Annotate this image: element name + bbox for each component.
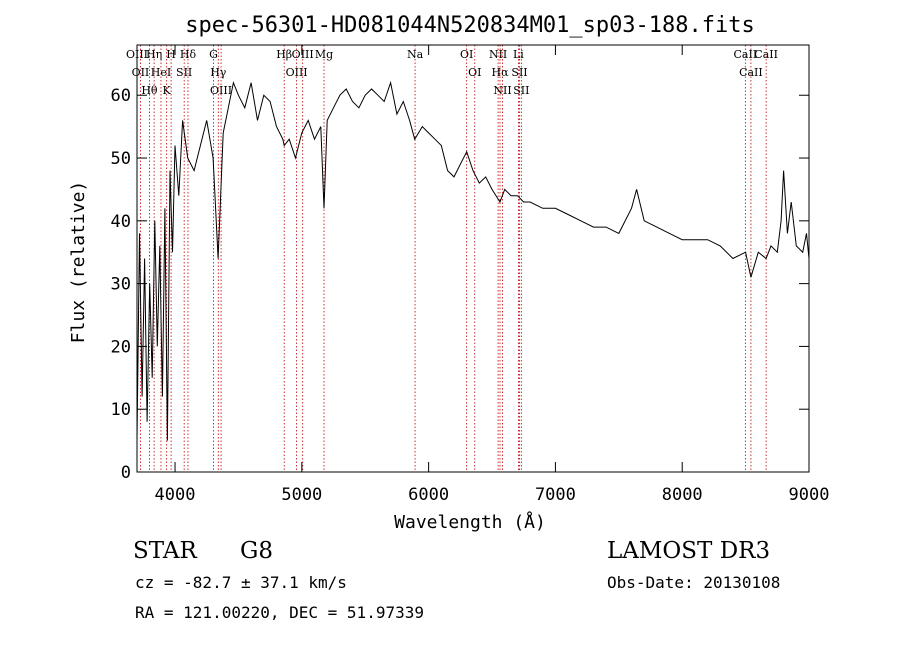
spectral-line-label: NII <box>489 48 507 61</box>
object-class: STAR <box>133 538 197 564</box>
survey-name: LAMOST DR3 <box>607 538 771 564</box>
spectral-line-label: Hδ <box>180 48 197 61</box>
redshift-value: cz = -82.7 ± 37.1 km/s <box>135 573 347 592</box>
spectral-line-label: OIII <box>210 84 232 97</box>
spectral-line-label: OI <box>468 66 481 79</box>
y-axis-ticks: 0 10 20 30 40 50 60 <box>111 86 809 483</box>
spectral-line-label: Li <box>513 48 524 61</box>
spectral-line-label: SII <box>176 66 192 79</box>
spectral-line-label: Na <box>407 48 424 61</box>
x-tick-label: 5000 <box>281 485 322 505</box>
x-axis-ticks: 4000 5000 6000 7000 8000 9000 <box>155 45 830 505</box>
y-tick-label: 50 <box>111 149 131 169</box>
spectral-line-label: Hγ <box>210 66 227 79</box>
ra-dec-coordinates: RA = 121.00220, DEC = 51.97339 <box>135 603 424 622</box>
spectral-line-markers <box>136 45 767 472</box>
spectral-line-label: K <box>163 84 172 97</box>
spectral-line-label: NII <box>493 84 511 97</box>
spectral-line-label: Hα <box>491 66 509 79</box>
object-subclass: G8 <box>240 538 274 564</box>
plot-frame <box>136 44 810 473</box>
spectral-line-label: Mg <box>315 48 333 61</box>
x-tick-label: 6000 <box>408 485 449 505</box>
x-tick-label: 4000 <box>155 485 196 505</box>
x-axis-label: Wavelength (Å) <box>394 511 546 533</box>
spectral-line-label: OI <box>460 48 473 61</box>
y-tick-label: 40 <box>111 212 131 232</box>
spectral-line-label: SII <box>513 84 529 97</box>
observation-date: Obs-Date: 20130108 <box>607 573 781 592</box>
y-tick-label: 20 <box>111 337 131 357</box>
spectral-line-label: OIII <box>286 66 308 79</box>
spectral-line-label: Hβ <box>276 48 292 61</box>
y-tick-label: 0 <box>121 463 131 483</box>
y-tick-label: 30 <box>111 275 131 295</box>
spectral-line-label: G <box>209 48 218 61</box>
spectral-line-label: CaII <box>739 66 763 79</box>
x-tick-label: 7000 <box>535 485 576 505</box>
spectral-line-label: CaII <box>754 48 778 61</box>
spectral-line-label: SII <box>511 66 527 79</box>
spectral-line-label: OIII <box>292 48 314 61</box>
spectral-line-label: H <box>166 48 176 61</box>
spectrum-series-line <box>136 80 810 441</box>
spectral-line-label: Hθ <box>141 84 158 97</box>
spectral-line-label: HeI <box>151 66 171 79</box>
chart-title: spec-56301-HD081044N520834M01_sp03-188.f… <box>185 13 755 38</box>
x-tick-label: 8000 <box>662 485 703 505</box>
spectral-line-label: Hη <box>146 48 162 61</box>
y-axis-label: Flux (relative) <box>68 181 89 344</box>
spectral-line-label: OII <box>132 66 150 79</box>
y-tick-label: 10 <box>111 400 131 420</box>
y-tick-label: 60 <box>111 86 131 106</box>
spectral-line-label: CaII <box>734 48 758 61</box>
x-tick-label: 9000 <box>789 485 830 505</box>
